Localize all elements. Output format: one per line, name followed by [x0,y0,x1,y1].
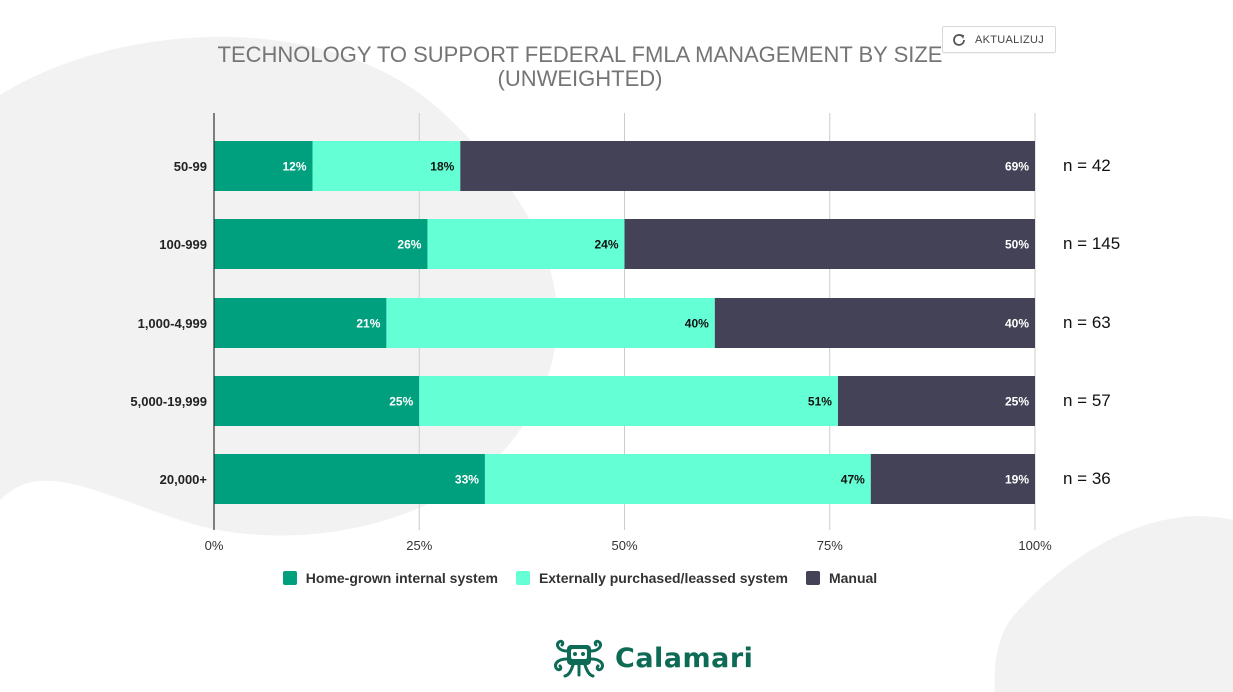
data-label: 26% [397,238,421,252]
bar-segment [419,376,838,426]
chart-title-line-1: TECHNOLOGY TO SUPPORT FEDERAL FMLA MANAG… [217,42,943,67]
bar-segment [714,298,1035,348]
y-tick-label: 20,000+ [160,472,208,487]
bar-segment [484,454,871,504]
bar-segment [386,298,715,348]
bar-segment [214,298,387,348]
bar-segment [214,454,485,504]
data-label: 25% [1005,395,1029,409]
y-tick-label: 100-999 [159,237,207,252]
data-label: 19% [1005,473,1029,487]
chart-legend: Home-grown internal system Externally pu… [0,570,1160,586]
sample-size-annotation: n = 57 [1063,391,1111,410]
sample-size-annotation: n = 63 [1063,313,1111,332]
data-label: 40% [685,317,709,331]
data-label: 21% [356,317,380,331]
sample-size-annotation: n = 36 [1063,469,1111,488]
legend-label-external: Externally purchased/leassed system [538,570,788,586]
calamari-logo: Calamari [549,637,753,679]
bar-segment [624,219,1035,269]
sample-size-annotation: n = 145 [1063,234,1120,253]
data-label: 12% [282,160,306,174]
data-label: 69% [1005,160,1029,174]
y-tick-label: 5,000-19,999 [130,394,207,409]
data-label: 25% [389,395,413,409]
labels: 0% 25% 50% 75% 100% 12% 18% 69% 50-99 n = 42 26% 24… [130,156,1120,553]
legend-swatch-home-grown [282,571,297,585]
x-tick-label: 25% [406,538,432,553]
sample-size-annotation: n = 42 [1063,156,1111,175]
legend-swatch-external [515,571,530,585]
legend-item-manual[interactable]: Manual [805,570,878,586]
brand-name: Calamari [615,642,754,674]
bar-segment [837,376,1035,426]
data-label: 40% [1005,317,1029,331]
data-label: 47% [841,473,865,487]
x-tick-label: 0% [205,538,224,553]
legend-item-external[interactable]: Externally purchased/leassed system [515,570,788,586]
chart-title-line-2: (UNWEIGHTED) [497,66,663,91]
bar-segment [214,376,420,426]
bar-segment [214,141,313,191]
bar-segment [460,141,1035,191]
legend-swatch-manual [805,571,820,585]
data-label: 50% [1005,238,1029,252]
refresh-label: AKTUALIZUJ [975,33,1045,46]
legend-label-manual: Manual [828,570,878,586]
refresh-icon [953,33,965,46]
y-tick-label: 50-99 [174,159,207,174]
bar-segment [214,219,428,269]
bar-segment [427,219,625,269]
bars [214,141,1035,504]
x-tick-label: 50% [611,538,637,553]
data-label: 24% [594,238,618,252]
bar-segment [870,454,1035,504]
bar-segment [312,141,461,191]
background-blob-right [994,516,1233,692]
x-tick-label: 75% [817,538,843,553]
data-label: 33% [455,473,479,487]
legend-label-home-grown: Home-grown internal system [305,570,498,586]
data-label: 51% [808,395,832,409]
y-tick-label: 1,000-4,999 [138,316,207,331]
data-label: 18% [430,160,454,174]
octopus-icon [553,639,605,678]
x-tick-label: 100% [1018,538,1052,553]
refresh-button[interactable]: AKTUALIZUJ [942,26,1056,53]
legend-item-home-grown[interactable]: Home-grown internal system [282,570,498,586]
chart-title: TECHNOLOGY TO SUPPORT FEDERAL FMLA MANAG… [130,43,1030,91]
